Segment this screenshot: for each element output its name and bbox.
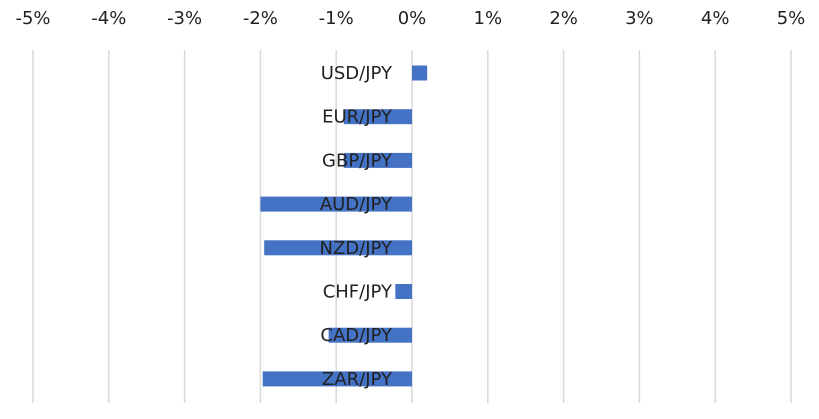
bar-eur-jpy [343, 109, 412, 125]
bar-cad-jpy [328, 327, 412, 343]
category-label: EUR/JPY [322, 107, 393, 128]
bar-nzd-jpy [264, 240, 412, 256]
x-tick-label: -1% [319, 8, 354, 29]
bars [260, 65, 428, 387]
category-label: NZD/JPY [320, 238, 393, 259]
x-tick-label: 4% [701, 8, 730, 29]
category-label: CHF/JPY [323, 282, 393, 303]
x-tick-label: -3% [167, 8, 202, 29]
bar-gbp-jpy [343, 152, 412, 168]
x-tick-label: 5% [777, 8, 806, 29]
bar-aud-jpy [260, 196, 412, 212]
x-tick-label: -5% [15, 8, 50, 29]
category-label: USD/JPY [321, 63, 393, 84]
category-labels: USD/JPY EUR/JPY GBP/JPY AUD/JPY NZD/JPY CHF/J… [320, 63, 393, 390]
x-axis-tick-labels: -5% -4% -3% -2% -1% 0% 1% 2% 3% 4% 5% [15, 8, 805, 29]
x-tick-label: -4% [91, 8, 126, 29]
category-label: AUD/JPY [320, 194, 393, 215]
x-tick-label: 2% [549, 8, 578, 29]
x-tick-label: 3% [625, 8, 654, 29]
category-label: CAD/JPY [320, 325, 393, 346]
category-label: GBP/JPY [322, 150, 393, 171]
bar-usd-jpy [412, 65, 428, 81]
gridlines [32, 50, 792, 403]
x-tick-label: -2% [243, 8, 278, 29]
bar-chf-jpy [395, 284, 412, 299]
x-tick-label: 0% [398, 8, 427, 29]
bar-zar-jpy [262, 371, 412, 387]
category-label: ZAR/JPY [322, 369, 393, 390]
x-tick-label: 1% [474, 8, 503, 29]
